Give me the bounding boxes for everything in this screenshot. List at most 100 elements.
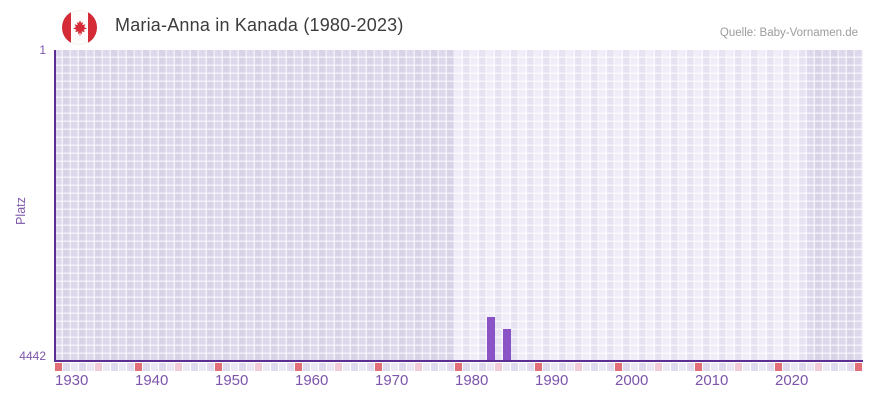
year-cell (591, 363, 598, 371)
year-cell (751, 363, 758, 371)
year-cell (631, 363, 638, 371)
year-cell (599, 363, 606, 371)
year-cell (583, 363, 590, 371)
year-cell (391, 363, 398, 371)
decade-marker (455, 363, 462, 371)
year-cell (103, 363, 110, 371)
year-cell (743, 363, 750, 371)
year-cell (439, 363, 446, 371)
year-cell (767, 363, 774, 371)
year-cell (87, 363, 94, 371)
x-axis-line (54, 360, 863, 362)
decade-marker (535, 363, 542, 371)
year-cell (191, 363, 198, 371)
year-cell (111, 363, 118, 371)
year-cell (663, 363, 670, 371)
year-cell (271, 363, 278, 371)
canada-flag-icon (62, 10, 97, 45)
year-cell (519, 363, 526, 371)
year-cell (431, 363, 438, 371)
year-cell (679, 363, 686, 371)
year-cell (423, 363, 430, 371)
year-cell (127, 363, 134, 371)
half-decade-marker (575, 363, 582, 371)
year-cell (687, 363, 694, 371)
year-cell (183, 363, 190, 371)
year-cell (343, 363, 350, 371)
half-decade-marker (255, 363, 262, 371)
half-decade-marker (815, 363, 822, 371)
year-cell (807, 363, 814, 371)
y-tick-bottom: 4442 (19, 349, 46, 363)
x-tick-label: 1950 (215, 372, 249, 389)
year-cell (527, 363, 534, 371)
year-marker-strip (0, 363, 873, 371)
decade-marker (55, 363, 62, 371)
half-decade-marker (735, 363, 742, 371)
year-cell (167, 363, 174, 371)
year-cell (199, 363, 206, 371)
year-cell (263, 363, 270, 371)
decade-marker (215, 363, 222, 371)
x-tick-label: 1990 (535, 372, 569, 389)
data-period-highlight (455, 50, 807, 360)
year-cell (319, 363, 326, 371)
year-cell (231, 363, 238, 371)
rank-bar-1986[interactable] (503, 329, 511, 360)
decade-marker (615, 363, 622, 371)
year-cell (543, 363, 550, 371)
year-cell (463, 363, 470, 371)
decade-marker (135, 363, 142, 371)
year-cell (831, 363, 838, 371)
year-cell (511, 363, 518, 371)
year-cell (479, 363, 486, 371)
year-cell (143, 363, 150, 371)
x-tick-labels: 1930 1940 1950 1960 1970 1980 1990 2000 2010 2020 (0, 372, 873, 392)
year-cell (847, 363, 854, 371)
year-cell (327, 363, 334, 371)
half-decade-marker (415, 363, 422, 371)
x-tick-label: 1960 (295, 372, 329, 389)
year-cell (119, 363, 126, 371)
year-cell (671, 363, 678, 371)
year-cell (247, 363, 254, 371)
year-cell (799, 363, 806, 371)
year-cell (383, 363, 390, 371)
year-cell (399, 363, 406, 371)
year-cell (311, 363, 318, 371)
year-cell (703, 363, 710, 371)
half-decade-marker (175, 363, 182, 371)
rank-bar-1984[interactable] (487, 316, 495, 360)
year-cell (823, 363, 830, 371)
year-cell (487, 363, 494, 371)
year-cell (719, 363, 726, 371)
year-cell (551, 363, 558, 371)
year-cell (623, 363, 630, 371)
half-decade-marker (335, 363, 342, 371)
half-decade-marker (95, 363, 102, 371)
year-cell (159, 363, 166, 371)
year-cell (791, 363, 798, 371)
chart-title: Maria-Anna in Kanada (1980-2023) (115, 15, 404, 35)
x-tick-label: 1930 (55, 372, 89, 389)
year-cell (79, 363, 86, 371)
year-cell (407, 363, 414, 371)
year-cell (647, 363, 654, 371)
half-decade-marker (655, 363, 662, 371)
y-axis-line (54, 50, 56, 361)
year-cell (447, 363, 454, 371)
decade-marker (295, 363, 302, 371)
x-tick-label: 1980 (455, 372, 489, 389)
year-cell (63, 363, 70, 371)
year-cell (559, 363, 566, 371)
year-cell (287, 363, 294, 371)
decade-marker (775, 363, 782, 371)
x-tick-label: 2020 (775, 372, 809, 389)
decade-marker (375, 363, 382, 371)
year-cell (359, 363, 366, 371)
year-cell (503, 363, 510, 371)
year-cell (303, 363, 310, 371)
year-cell (351, 363, 358, 371)
year-cell (71, 363, 78, 371)
